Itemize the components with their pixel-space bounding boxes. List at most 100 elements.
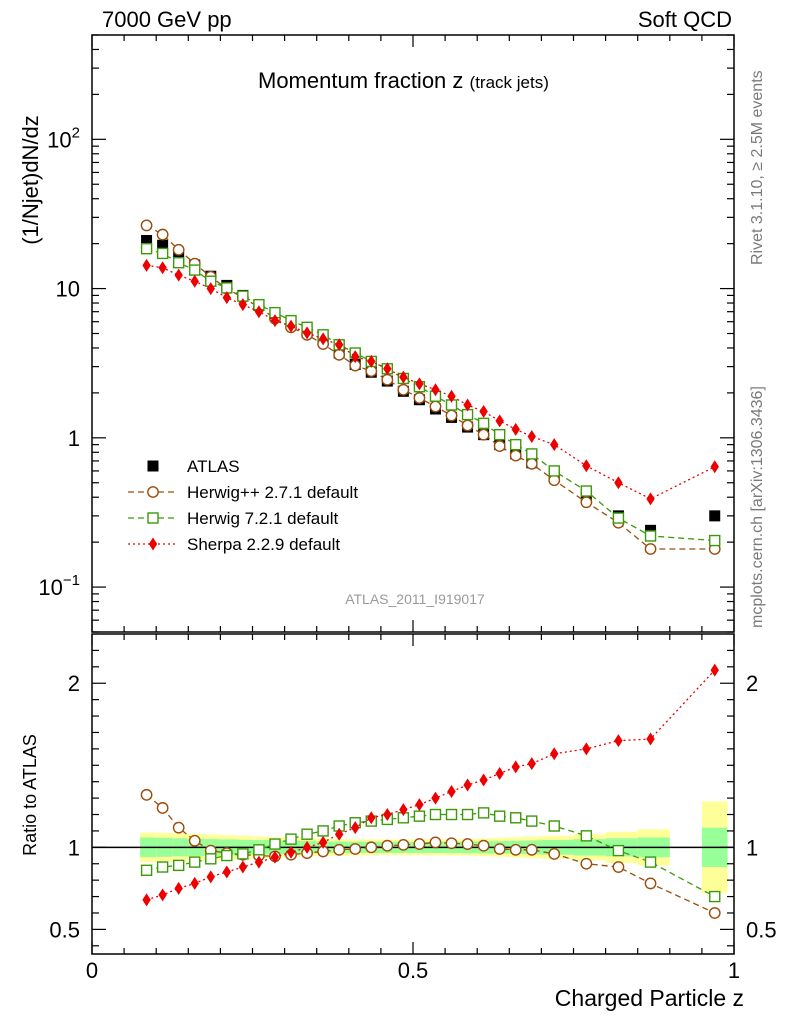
main-point-sherpa: [431, 383, 440, 397]
series-marks: [140, 219, 721, 919]
ratio-point-sherpa: [710, 663, 719, 677]
ratio-point-herwig: [477, 839, 490, 852]
main-point-herwig: [612, 512, 625, 524]
main-point-sherpa: [238, 298, 248, 312]
main-point-herwig: [493, 428, 506, 441]
main-point-herwig: [509, 449, 522, 462]
tick-exponent: −1: [63, 572, 80, 589]
ratio-point-sherpa: [174, 881, 183, 895]
main-point-sherpa: [479, 405, 488, 419]
ratio-point-sherpa: [318, 835, 328, 849]
legend-marker-sherpa: [148, 537, 158, 551]
ratio-point-sherpa: [142, 893, 151, 907]
main-point-sherpa: [206, 282, 215, 296]
main-point-herwig: [140, 242, 153, 255]
ratio-point-sherpa: [479, 773, 488, 787]
ratio-point-sherpa: [447, 785, 456, 799]
ratio-point-herwig: [493, 810, 506, 822]
main-point-sherpa: [367, 354, 376, 368]
ratio-point-herwig: [172, 859, 185, 872]
ratio-ylabel: Ratio to ATLAS: [20, 734, 40, 856]
ratio-point-herwig: [708, 907, 721, 919]
legend-marker-herwig: [147, 486, 159, 498]
main-point-sherpa: [614, 476, 623, 490]
ratio-point-sherpa: [190, 876, 199, 890]
main-point-herwig: [156, 228, 169, 241]
ratio-point-herwig: [477, 807, 490, 819]
main-point-herwig: [548, 465, 560, 477]
main-point-herwig: [510, 438, 522, 451]
main-y-tick-label: 10: [56, 277, 80, 302]
side-source: mcplots.cern.ch [arXiv:1306.3436]: [749, 386, 766, 628]
ratio-point-herwig: [221, 849, 233, 862]
ratio-point-herwig: [189, 856, 201, 868]
ratio-point-herwig: [413, 838, 426, 850]
ratio-point-herwig: [205, 853, 217, 865]
main-y-tick-label: 1: [68, 426, 80, 451]
main-point-herwig: [172, 243, 185, 256]
main-point-sherpa: [174, 268, 183, 282]
main-point-sherpa: [399, 370, 408, 384]
ratio-point-herwig: [237, 848, 249, 860]
main-point-sherpa: [511, 422, 520, 436]
main-point-sherpa: [270, 314, 280, 328]
ratio-y-tick-label-left: 1: [68, 835, 80, 860]
ratio-point-herwig: [510, 812, 522, 824]
main-title-sub: (track jets): [470, 73, 549, 92]
main-point-atlas: [141, 234, 153, 246]
ratio-point-herwig: [526, 815, 538, 827]
ratio-point-sherpa: [302, 840, 312, 854]
main-point-herwig: [477, 428, 490, 441]
main-point-sherpa: [254, 305, 264, 319]
legend-label-herwig: Herwig++ 2.7.1 default: [187, 483, 358, 502]
main-point-sherpa: [351, 350, 360, 364]
main-point-herwig: [397, 383, 410, 396]
ratio-point-sherpa: [511, 760, 520, 774]
ratio-y-tick-label-left: 0.5: [49, 917, 80, 942]
main-point-sherpa: [158, 261, 167, 275]
ratio-point-herwig: [580, 857, 593, 870]
ratio-point-sherpa: [367, 811, 376, 825]
ratio-point-sherpa: [286, 845, 296, 859]
main-point-herwig: [189, 264, 201, 276]
tick-exponent: 2: [72, 124, 80, 141]
x-tick-label: 0.5: [398, 958, 429, 983]
ratio-point-herwig: [140, 788, 153, 801]
ratio-point-sherpa: [582, 742, 591, 756]
tick-base: 1: [68, 426, 80, 451]
main-title-text: Momentum fraction z: [258, 68, 463, 93]
main-point-herwig: [429, 400, 442, 413]
ratio-point-sherpa: [334, 827, 344, 841]
main-point-sherpa: [646, 492, 655, 506]
main-point-herwig: [644, 530, 657, 542]
ratio-point-sherpa: [238, 860, 248, 874]
main-point-sherpa: [463, 398, 472, 412]
main-point-herwig: [172, 257, 185, 269]
ratio-xlabel: Charged Particle z: [555, 985, 744, 1011]
main-point-sherpa: [286, 319, 296, 333]
tick-base: 10: [56, 277, 80, 302]
main-point-herwig: [477, 417, 490, 430]
ratio-point-herwig: [509, 843, 522, 856]
ratio-point-herwig: [429, 836, 442, 849]
ratio-point-herwig: [253, 844, 265, 856]
main-point-atlas: [173, 251, 185, 263]
main-y-tick-label: 10−1: [38, 572, 80, 600]
ratio-frame: [91, 633, 735, 955]
ratio-point-herwig: [493, 843, 506, 855]
main-point-sherpa: [318, 332, 328, 346]
side-rivet-version: Rivet 3.1.10, ≥ 2.5M events: [749, 70, 766, 265]
legend-label-atlas: ATLAS: [187, 457, 240, 476]
ratio-point-sherpa: [222, 865, 232, 879]
ratio-y-tick-label-right: 1: [746, 835, 758, 860]
main-point-sherpa: [447, 389, 456, 403]
ratio-point-herwig: [429, 808, 442, 821]
ratio-point-herwig: [140, 864, 153, 877]
ratio-point-sherpa: [399, 803, 408, 817]
x-tick-label: 1: [728, 958, 740, 983]
main-point-herwig: [461, 419, 474, 432]
ratio-point-herwig: [548, 820, 560, 832]
ratio-y-tick-label-left: 2: [68, 671, 80, 696]
ratio-point-herwig: [548, 847, 561, 860]
